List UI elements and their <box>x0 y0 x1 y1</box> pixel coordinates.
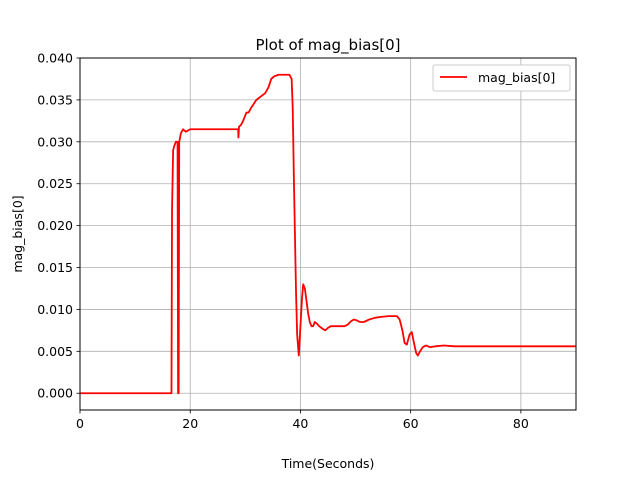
x-tick-label: 40 <box>292 416 308 431</box>
x-axis-ticks: 0 20 40 60 80 <box>76 410 529 431</box>
x-tick-label: 20 <box>182 416 198 431</box>
y-tick-label: 0.030 <box>37 134 73 149</box>
y-tick-label: 0.010 <box>37 302 73 317</box>
series-layer <box>80 73 576 395</box>
y-tick-label: 0.020 <box>37 218 73 233</box>
x-tick-label: 60 <box>403 416 419 431</box>
legend-label: mag_bias[0] <box>478 70 555 85</box>
y-axis-label: mag_bias[0] <box>10 195 25 272</box>
series-line <box>80 73 576 395</box>
y-tick-label: 0.035 <box>37 92 73 107</box>
x-axis-label: Time(Seconds) <box>281 456 375 471</box>
y-tick-label: 0.040 <box>37 51 73 66</box>
chart-title: Plot of mag_bias[0] <box>255 36 400 55</box>
plot-area-frame <box>79 57 577 411</box>
y-tick-label: 0.005 <box>37 344 73 359</box>
y-axis-ticks: 0.000 0.005 0.010 0.015 0.020 0.025 0.030 0.035… <box>37 51 80 401</box>
legend-box <box>432 64 571 92</box>
x-tick-label: 0 <box>76 416 84 431</box>
y-tick-label: 0.025 <box>37 176 73 191</box>
legend: mag_bias[0] <box>432 64 571 92</box>
y-tick-label: 0.015 <box>37 260 73 275</box>
y-tick-label: 0.000 <box>37 386 73 401</box>
x-tick-label: 80 <box>513 416 529 431</box>
